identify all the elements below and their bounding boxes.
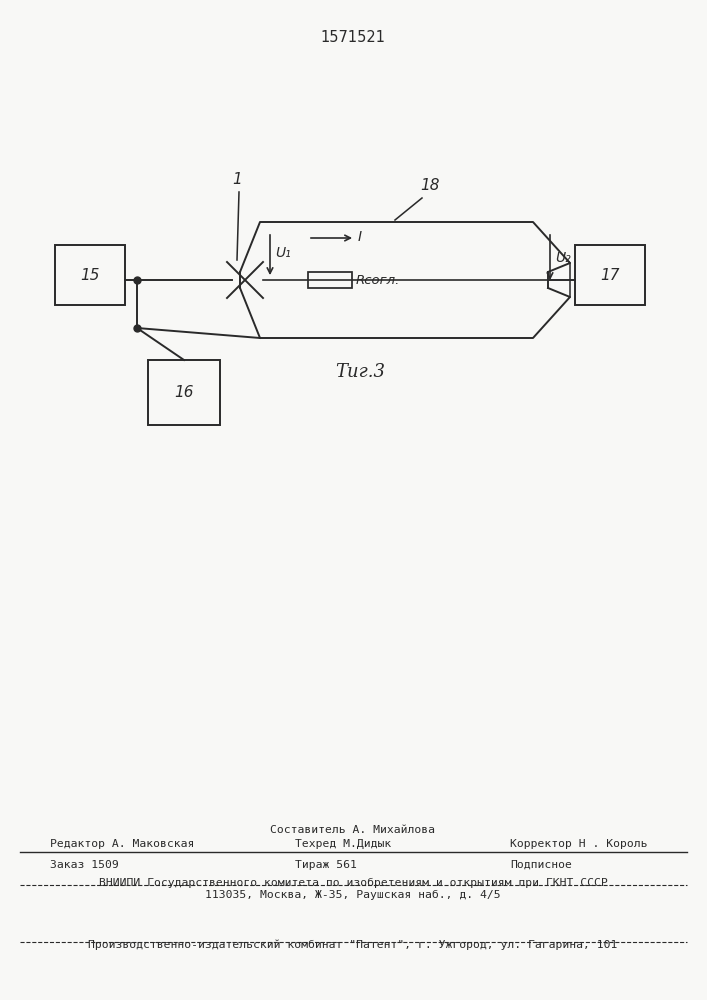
Text: 113035, Москва, Ж-35, Раушская наб., д. 4/5: 113035, Москва, Ж-35, Раушская наб., д. … bbox=[205, 890, 501, 900]
Text: Составитель А. Михайлова: Составитель А. Михайлова bbox=[271, 825, 436, 835]
Text: U₁: U₁ bbox=[275, 246, 291, 260]
Text: 15: 15 bbox=[81, 267, 100, 282]
Bar bbox=[55, 245, 125, 305]
Text: ВНИИПИ Государственного комитета по изобретениям и открытиям при ГКНТ СССР: ВНИИПИ Государственного комитета по изоб… bbox=[98, 878, 607, 888]
Bar bbox=[308, 272, 352, 288]
Text: Rсогл.: Rсогл. bbox=[356, 273, 400, 286]
Bar bbox=[575, 245, 645, 305]
Text: Тираж 561: Тираж 561 bbox=[295, 860, 357, 870]
Text: 1571521: 1571521 bbox=[320, 30, 385, 45]
Text: 18: 18 bbox=[420, 178, 440, 193]
Text: Τиг.3: Τиг.3 bbox=[335, 363, 385, 381]
Text: U₂: U₂ bbox=[555, 250, 571, 264]
Text: Редактор А. Маковская: Редактор А. Маковская bbox=[50, 839, 194, 849]
Text: Подписное: Подписное bbox=[510, 860, 572, 870]
Text: 16: 16 bbox=[174, 385, 194, 400]
Text: 1: 1 bbox=[232, 172, 242, 187]
Bar bbox=[148, 360, 220, 425]
Text: Заказ 1509: Заказ 1509 bbox=[50, 860, 119, 870]
Text: Производственно-издательский комбинат "Патент", г. Ужгород, ул. Гагарина, 101: Производственно-издательский комбинат "П… bbox=[88, 940, 618, 950]
Text: Корректор Н . Король: Корректор Н . Король bbox=[510, 839, 648, 849]
Text: Техред М.Дидык: Техред М.Дидык bbox=[295, 839, 391, 849]
Text: I: I bbox=[358, 230, 362, 244]
Text: 17: 17 bbox=[600, 267, 620, 282]
